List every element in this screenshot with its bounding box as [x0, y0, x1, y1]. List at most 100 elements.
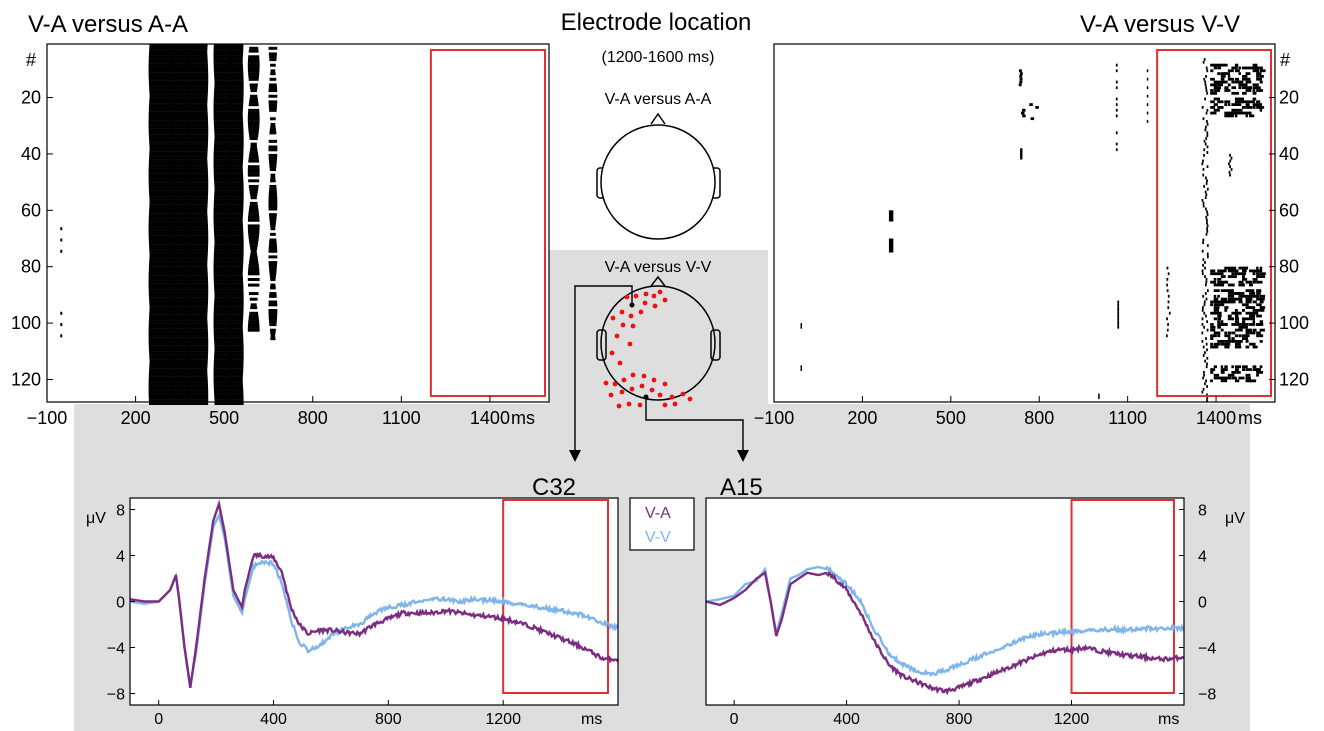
- raster-left-mark: [268, 303, 278, 307]
- raster-left-mark: [213, 66, 232, 70]
- raster-left-mark: [228, 196, 244, 200]
- legend-entry-vv: V-V: [645, 529, 671, 546]
- raster-left-mark: [187, 300, 209, 304]
- raster-left-mark: [187, 306, 208, 310]
- raster-right-mark: [1245, 294, 1252, 298]
- raster-right-mark: [1018, 69, 1022, 73]
- raster-right-mark: [1146, 103, 1149, 106]
- raster-right-mark: [1210, 77, 1215, 81]
- raster-right-mark: [1259, 266, 1263, 270]
- raster-right-mark: [1205, 125, 1207, 129]
- raster-left-mark: [169, 277, 190, 281]
- raster-right-mark: [1213, 277, 1217, 281]
- raster-left-mark: [250, 145, 257, 149]
- raster-right-mark: [1203, 303, 1206, 307]
- raster-right-mark: [1252, 277, 1258, 281]
- raster-right-mark: [1234, 339, 1241, 343]
- raster-left-mark: [187, 207, 208, 211]
- raster-left-mark: [187, 162, 208, 166]
- raster-left-mark: [169, 137, 191, 141]
- raster-right-mark: [1227, 297, 1233, 301]
- raster-left-mark: [213, 58, 232, 62]
- raster-left-window-box: [429, 49, 546, 397]
- raster-left-mark: [249, 201, 258, 205]
- raster-left-mark: [169, 131, 190, 135]
- erp-c32-ytick-label: −4: [107, 641, 125, 658]
- raster-left-mark: [214, 83, 231, 87]
- raster-left-mark: [229, 111, 243, 115]
- raster-left-mark: [213, 176, 232, 180]
- raster-right-mark: [1256, 368, 1262, 371]
- raster-left-mark: [228, 134, 244, 138]
- raster-left-mark: [148, 184, 173, 188]
- raster-left-mark: [213, 153, 232, 157]
- raster-right-mark: [1204, 292, 1207, 295]
- raster-right-mark: [1205, 280, 1208, 284]
- raster-right-mark: [1252, 379, 1257, 383]
- raster-left-mark: [213, 55, 232, 59]
- erp-a15-ylabel: μV: [1225, 510, 1245, 527]
- electrode-dot: [624, 294, 630, 300]
- raster-right-mark: [1204, 261, 1206, 264]
- raster-right-mark: [1213, 308, 1219, 312]
- raster-right-mark: [1224, 86, 1229, 90]
- raster-right-xtick-label: 1400: [1196, 408, 1236, 428]
- erp-a15-ytick-label: −4: [1198, 641, 1216, 658]
- erp-c32-title: C32: [532, 474, 576, 501]
- raster-left-mark: [149, 308, 172, 312]
- raster-left-mark: [149, 49, 173, 53]
- raster-left-mark: [270, 227, 276, 231]
- raster-left-mark: [148, 179, 173, 183]
- raster-left-mark: [169, 351, 191, 355]
- raster-right-mark: [1217, 334, 1221, 338]
- raster-right-mark: [1231, 331, 1236, 335]
- raster-right-mark: [1230, 168, 1233, 171]
- raster-left-mark: [169, 117, 190, 121]
- raster-left-mark: [170, 235, 190, 239]
- raster-right-mark: [1213, 80, 1219, 84]
- raster-left-mark: [247, 218, 260, 222]
- raster-left-mark: [213, 100, 232, 104]
- raster-left-mark: [187, 44, 208, 47]
- raster-right-xtick-label: −100: [754, 408, 795, 428]
- raster-left-mark: [269, 77, 277, 81]
- raster-right-mark: [1224, 306, 1229, 309]
- raster-left-mark: [249, 100, 259, 104]
- raster-left-mark: [187, 210, 208, 214]
- raster-right-mark: [1234, 308, 1238, 312]
- raster-left-mark: [213, 201, 232, 205]
- raster-left-mark: [148, 165, 173, 169]
- raster-left-mark: [228, 303, 244, 307]
- raster-left-mark: [169, 263, 191, 267]
- raster-right-mark: [1259, 370, 1264, 374]
- raster-right-mark: [1245, 373, 1251, 377]
- erp-c32-x-axis: 0 400 800 1200: [154, 700, 521, 728]
- raster-left-mark: [247, 114, 260, 118]
- electrode-dot: [630, 323, 636, 329]
- raster-left-mark: [214, 354, 232, 358]
- raster-right-mark: [1249, 280, 1253, 284]
- raster-right-mark: [1205, 277, 1208, 281]
- raster-left-mark: [169, 187, 191, 191]
- raster-left-mark: [149, 317, 173, 321]
- raster-left-mark: [213, 159, 232, 163]
- raster-left-mark: [148, 117, 173, 121]
- raster-left-mark: [229, 170, 243, 174]
- raster-left-mark: [268, 246, 278, 250]
- raster-left-mark: [187, 359, 208, 363]
- raster-right-mark: [1249, 86, 1252, 90]
- raster-left-mark: [228, 86, 244, 90]
- raster-right-mark: [1202, 345, 1205, 349]
- raster-left-mark: [228, 91, 244, 95]
- raster-right-mark: [1245, 328, 1252, 332]
- raster-left-mark: [229, 168, 243, 172]
- raster-right-mark: [1238, 97, 1244, 101]
- raster-right-mark: [1201, 331, 1204, 335]
- raster-left-mark: [186, 182, 209, 186]
- raster-left-mark: [228, 306, 244, 310]
- raster-right-mark: [1249, 114, 1255, 118]
- raster-left-mark: [148, 232, 173, 236]
- raster-left-mark: [148, 320, 173, 324]
- raster-left-mark: [148, 235, 173, 239]
- raster-left-mark: [214, 345, 231, 349]
